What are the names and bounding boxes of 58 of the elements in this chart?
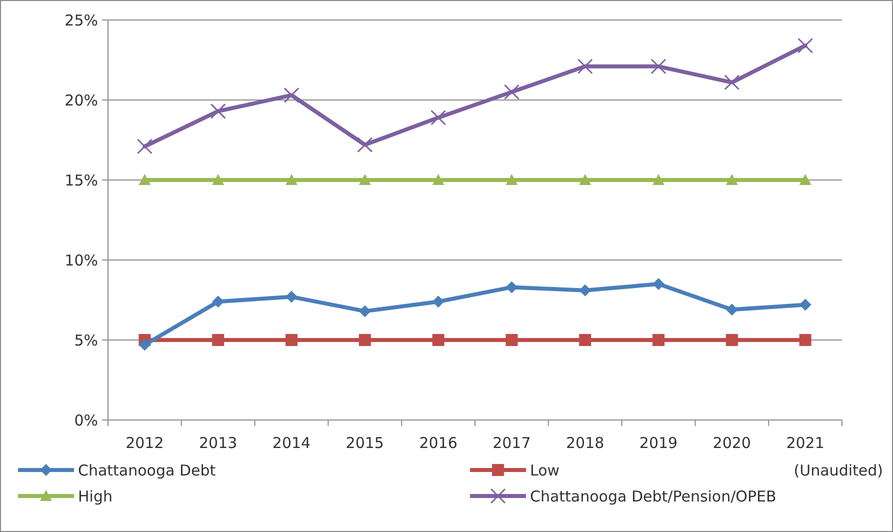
text: (Unaudited): [794, 461, 883, 480]
point: [506, 334, 518, 346]
x-tick-label: 2015: [346, 434, 384, 452]
point: [357, 137, 373, 153]
point: [799, 334, 812, 346]
point: [579, 174, 592, 185]
point: [138, 338, 151, 351]
point: [577, 58, 593, 74]
point: [138, 174, 151, 185]
x-tick-label: 2018: [566, 434, 604, 452]
point: [650, 58, 666, 74]
point: [726, 304, 738, 316]
x-tick-label: 2012: [126, 434, 164, 452]
point: [430, 110, 446, 126]
point: [432, 334, 444, 346]
point: [286, 174, 298, 185]
point: [286, 290, 298, 303]
point: [212, 334, 224, 346]
point: [358, 305, 371, 318]
point: [358, 174, 371, 185]
point: [799, 298, 812, 311]
y-tick-label: 20%: [64, 91, 98, 110]
point: [212, 296, 224, 308]
point: [284, 87, 300, 103]
point: [726, 174, 738, 185]
point: [286, 334, 298, 346]
x-tick-label: 2017: [492, 434, 531, 452]
legend-label: Low: [530, 461, 560, 480]
point: [506, 174, 518, 185]
x-tick-label: 2019: [639, 434, 678, 452]
point: [799, 174, 812, 185]
legend-label: Chattanooga Debt: [78, 461, 216, 480]
point: [652, 334, 664, 346]
point: [579, 334, 592, 346]
y-tick-label: 10%: [64, 251, 98, 270]
point: [798, 38, 814, 54]
x-tick-label: 2013: [199, 434, 238, 452]
legend-label: Chattanooga Debt/Pension/OPEB: [530, 487, 776, 506]
point: [652, 278, 664, 290]
point: [358, 334, 371, 346]
x-tick-label: 2020: [712, 434, 751, 452]
point: [652, 174, 664, 185]
point: [210, 103, 226, 119]
legend-label: High: [78, 487, 112, 506]
point: [212, 174, 224, 185]
x-tick-label: 2014: [272, 434, 311, 452]
point: [724, 74, 740, 90]
y-tick-label: 0%: [74, 411, 98, 430]
x-tick-label: 2016: [419, 434, 458, 452]
point: [136, 138, 152, 154]
point: [726, 334, 738, 346]
point: [432, 296, 444, 308]
point: [432, 174, 444, 185]
y-tick-label: 15%: [64, 171, 98, 190]
x-tick-label: 2021: [786, 434, 824, 452]
y-tick-label: 25%: [64, 11, 98, 30]
point: [504, 84, 520, 100]
y-tick-label: 5%: [74, 331, 98, 350]
